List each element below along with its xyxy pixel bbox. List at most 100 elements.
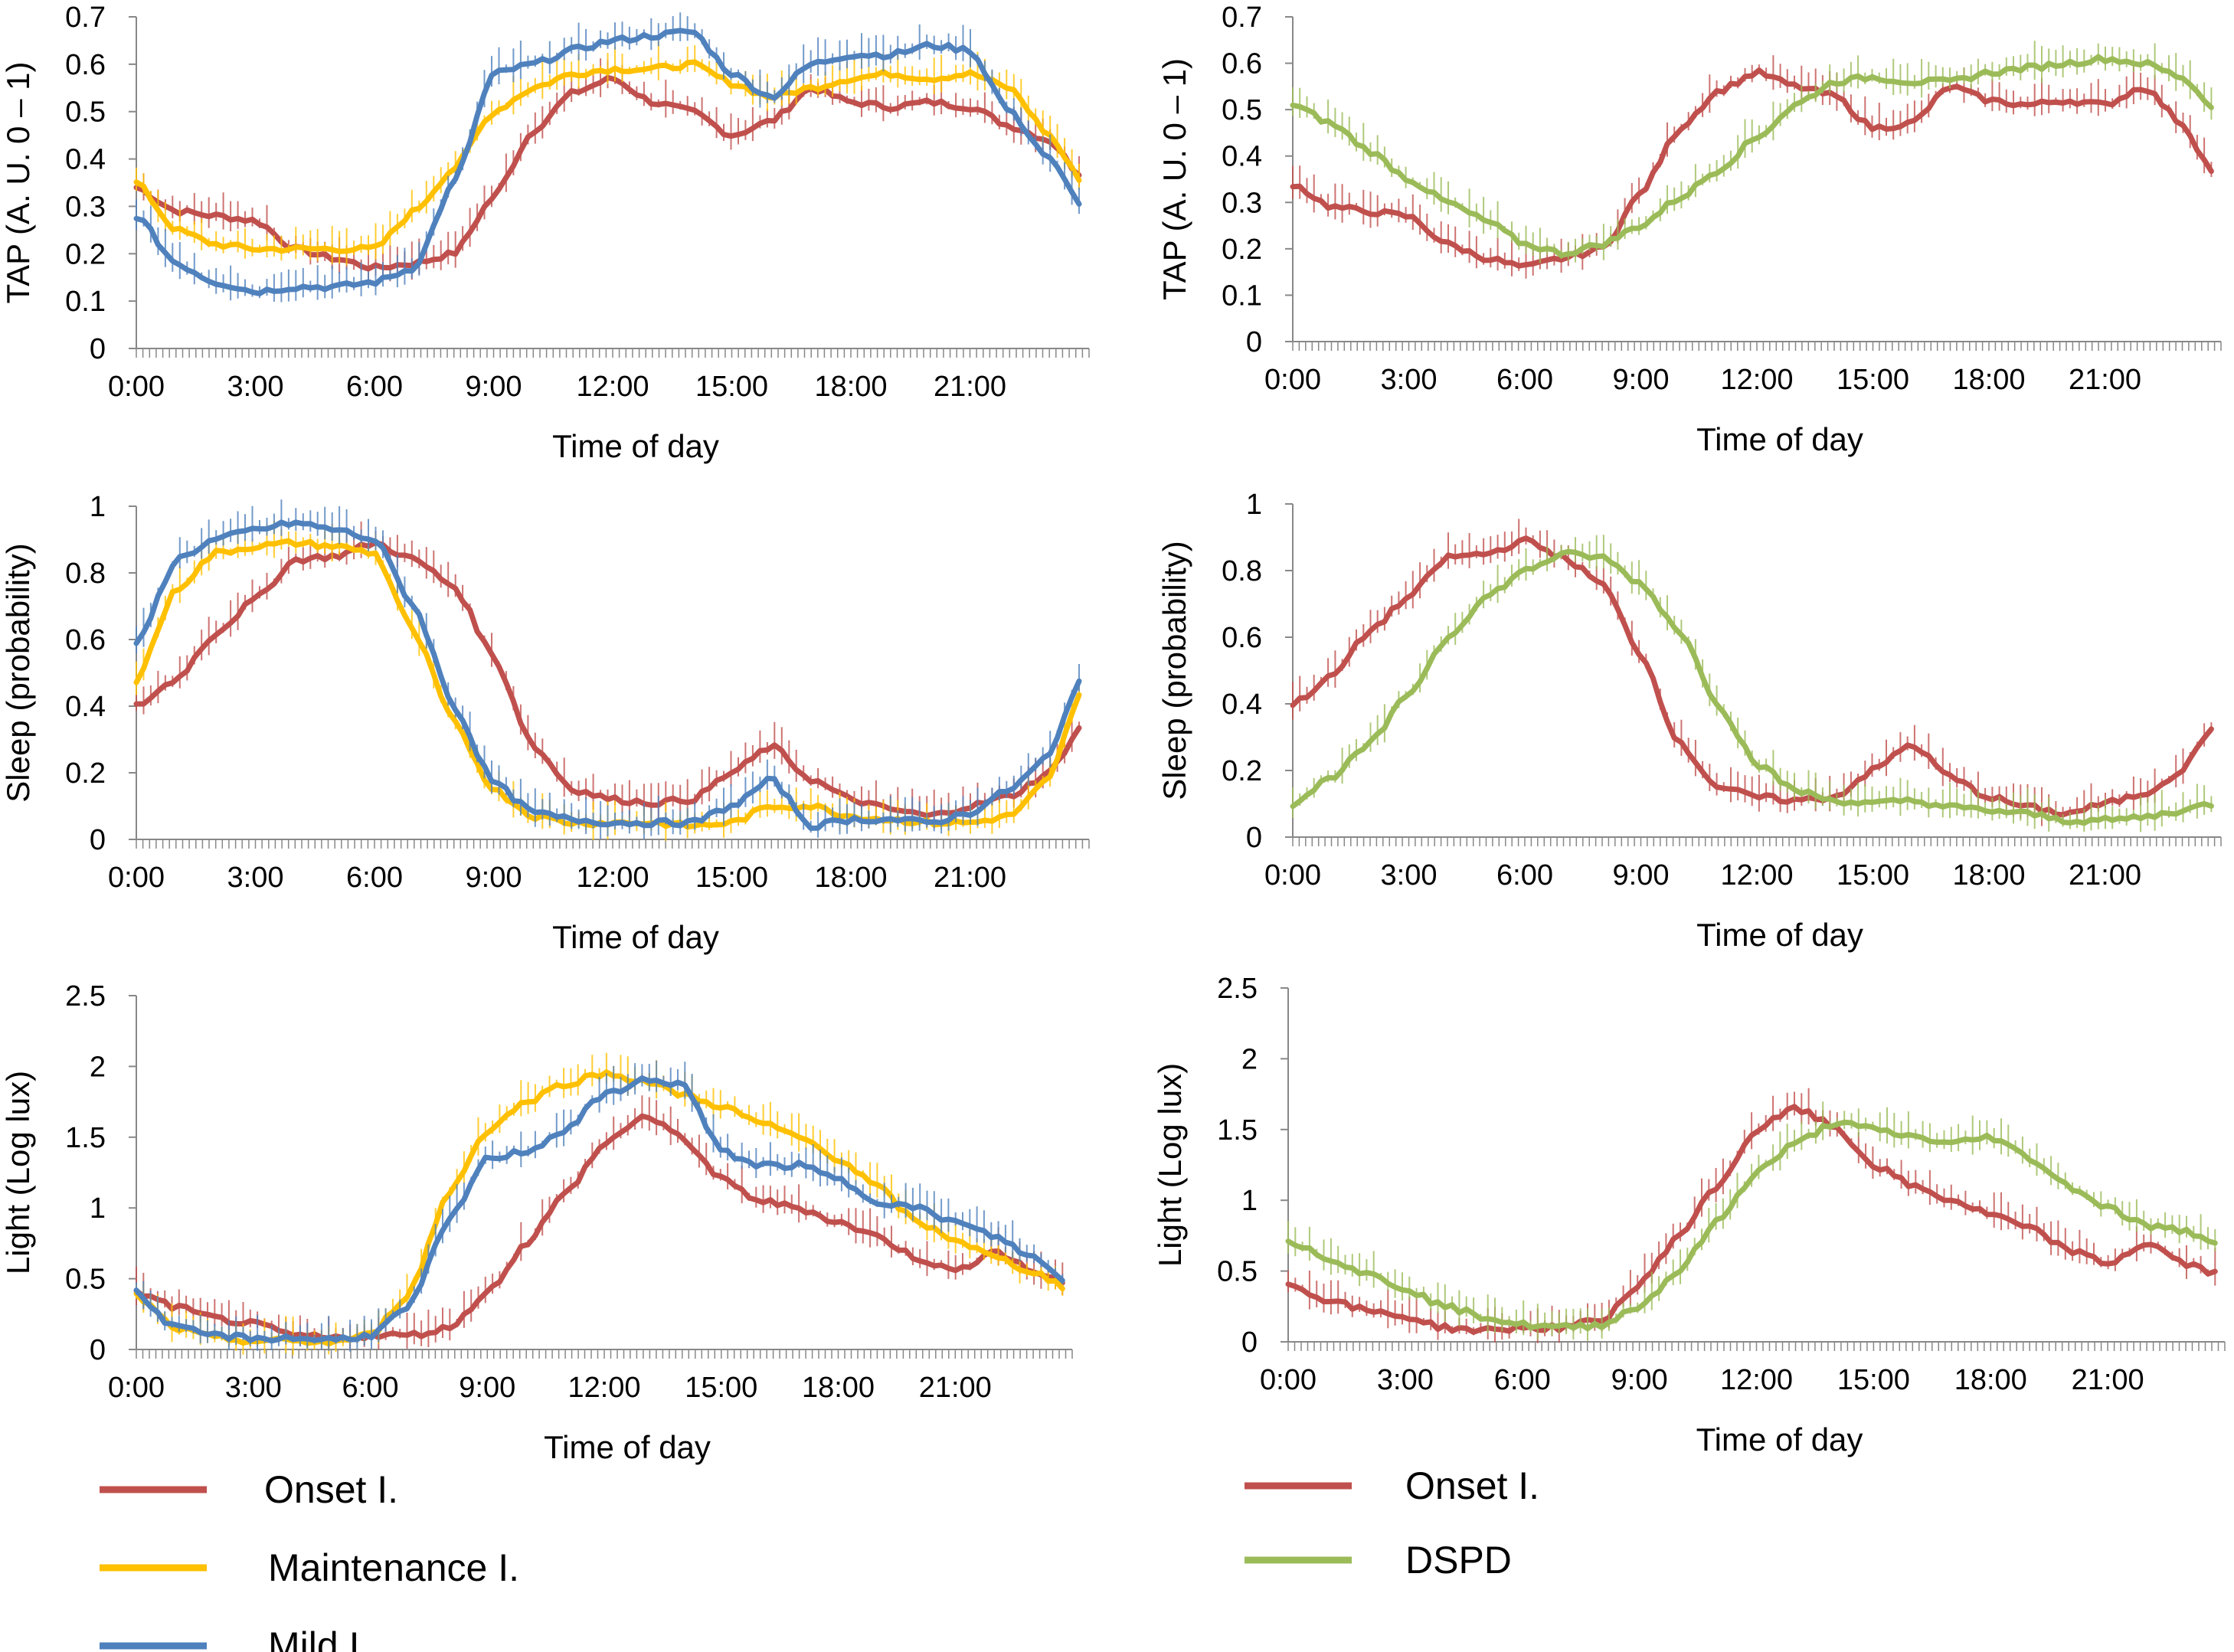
chart-tap-right: 0 0.1 0.2 0.3 0.4 0.5 0.6 0.7 0:00 3:00 6:00 9:00 12… (1156, 2, 2222, 457)
chart-sleep-right: 0 0.2 0.4 0.6 0.8 1 0:00 3:00 6:00 9:00 12:00 15:00… (1156, 489, 2222, 953)
x-minor-ticks (136, 839, 1090, 849)
x-minor-ticks (1292, 837, 2222, 846)
series-line (133, 59, 1082, 254)
series-dspd (1290, 535, 2214, 833)
x-tick-label: 15:00 (1837, 364, 1909, 396)
x-axis-title: Time of day (544, 1429, 711, 1465)
series-line (1290, 535, 2214, 818)
x-tick-label: 3:00 (1377, 1364, 1434, 1396)
series-onset (1285, 1088, 2218, 1343)
series-dspd (1290, 41, 2214, 263)
x-tick-label: 0:00 (108, 862, 165, 894)
error-bars (1287, 1088, 2216, 1343)
x-axis-title: Time of day (1696, 1421, 1863, 1457)
x-tick-label: 6:00 (1494, 1364, 1551, 1396)
legend-left: Onset I. Maintenance I. Mild I. (100, 1468, 519, 1652)
error-bars (1292, 55, 2213, 279)
y-tick-label: 0.7 (1222, 2, 1262, 34)
y-tick-label: 0.6 (1222, 48, 1262, 80)
x-tick-label: 12:00 (576, 371, 649, 403)
x-minor-ticks (1292, 342, 2222, 351)
x-tick-label: 12:00 (1720, 859, 1793, 891)
x-tick-label: 18:00 (814, 862, 887, 894)
error-bars (1292, 518, 2213, 826)
x-tick-label: 0:00 (1264, 859, 1321, 891)
y-axis-title: Sleep (probability) (0, 543, 36, 803)
x-tick-label: 9:00 (1613, 859, 1670, 891)
series-line (133, 28, 1082, 296)
y-axis-title: Light (Log lux) (1152, 1063, 1188, 1267)
x-tick-label: 15:00 (1837, 1364, 1910, 1396)
series-line (1290, 548, 2214, 826)
series-line (1290, 67, 2214, 269)
y-tick-label: 2.5 (1217, 973, 1258, 1005)
series-line (1285, 1119, 2218, 1332)
x-minor-ticks (1287, 1342, 2226, 1351)
x-tick-label: 3:00 (227, 862, 284, 894)
y-tick-label: 0.4 (65, 144, 106, 176)
y-tick-label: 0.6 (1222, 622, 1262, 654)
series-onset (1290, 518, 2214, 826)
legend-label: Maintenance I. (268, 1546, 519, 1589)
x-axis-title: Time of day (552, 428, 719, 464)
legend-label: Mild I. (268, 1624, 370, 1652)
x-tick-label: 18:00 (814, 371, 887, 403)
y-tick-label: 0.1 (65, 286, 106, 318)
x-tick-label: 21:00 (2069, 364, 2141, 396)
series-line (133, 1113, 1065, 1343)
x-tick-label: 21:00 (934, 862, 1006, 894)
x-minor-ticks (136, 1349, 1073, 1359)
x-tick-label: 12:00 (1720, 364, 1793, 396)
legend-label: Onset I. (1405, 1464, 1539, 1507)
chart-light-right: 0 0.5 1 1.5 2 2.5 0:00 3:00 6:00 9:00 12:00 15:00 18… (1152, 973, 2226, 1457)
x-tick-label: 6:00 (346, 862, 403, 894)
y-tick-label: 0.4 (65, 691, 106, 723)
x-tick-label: 12:00 (576, 862, 649, 894)
y-tick-label: 0.6 (65, 624, 106, 656)
y-tick-label: 0.5 (1222, 94, 1262, 126)
y-tick-label: 0.3 (65, 191, 106, 223)
y-tick-label: 0.4 (1222, 689, 1262, 721)
x-tick-label: 3:00 (1381, 364, 1438, 396)
y-axis-title: TAP (A. U. 0 – 1) (0, 62, 36, 304)
series-line (133, 74, 1082, 272)
series-onset (133, 1095, 1065, 1351)
x-tick-label: 6:00 (1496, 859, 1553, 891)
y-tick-label: 0.4 (1222, 141, 1262, 173)
x-tick-label: 18:00 (802, 1372, 875, 1404)
y-tick-label: 0.3 (1222, 187, 1262, 219)
y-tick-label: 0.8 (65, 558, 106, 590)
series-onset (133, 521, 1082, 829)
x-tick-label: 21:00 (934, 371, 1006, 403)
y-tick-label: 0.6 (65, 49, 106, 81)
y-tick-label: 0 (90, 1334, 106, 1366)
chart-sleep-left: 0 0.2 0.4 0.6 0.8 1 0:00 3:00 6:00 9:00 12:00 15:00… (0, 491, 1090, 955)
y-axis-title: Sleep (probability) (1156, 541, 1192, 800)
x-tick-label: 12:00 (1720, 1364, 1793, 1396)
chart-light-left: 0 0.5 1 1.5 2 2.5 0:00 3:00 6:00 9:00 12:00 15:00 18… (0, 980, 1073, 1465)
series-line (133, 1075, 1065, 1344)
y-axis-title: Light (Log lux) (0, 1071, 36, 1274)
x-tick-label: 15:00 (695, 862, 768, 894)
y-tick-label: 0.5 (65, 1264, 106, 1296)
y-tick-label: 1 (1246, 489, 1262, 521)
chart-tap-left: 0 0.1 0.2 0.3 0.4 0.5 0.6 0.7 0:00 3:00 6:00 9:00 12… (0, 2, 1090, 464)
x-tick-label: 9:00 (459, 1372, 515, 1404)
x-tick-label: 15:00 (1837, 859, 1909, 891)
x-tick-label: 6:00 (1496, 364, 1553, 396)
y-tick-label: 0.7 (65, 2, 106, 34)
y-tick-label: 0 (1246, 822, 1262, 854)
x-tick-label: 21:00 (2069, 859, 2141, 891)
x-tick-label: 12:00 (567, 1372, 640, 1404)
x-axis-title: Time of day (1696, 421, 1863, 457)
x-tick-label: 3:00 (227, 371, 284, 403)
x-axis-title: Time of day (1696, 917, 1863, 953)
x-tick-label: 0:00 (1260, 1364, 1317, 1396)
legend-label: Onset I. (264, 1468, 398, 1511)
y-tick-label: 0 (1246, 326, 1262, 358)
y-tick-label: 0.1 (1222, 280, 1262, 312)
series-onset (1290, 55, 2214, 279)
series-line (1290, 54, 2214, 258)
series-line (133, 538, 1082, 830)
